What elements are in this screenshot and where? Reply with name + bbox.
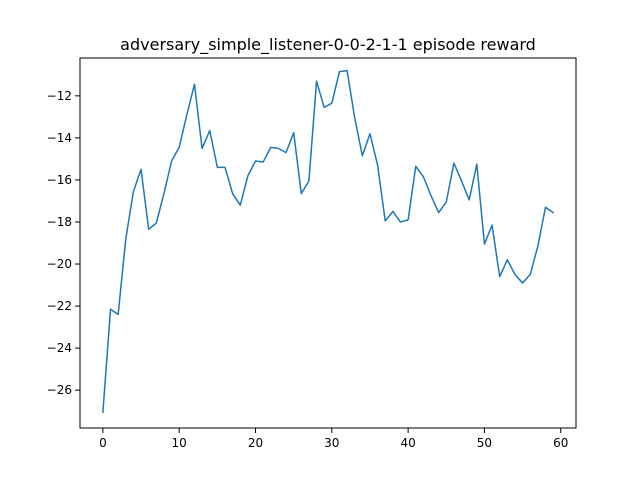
y-tick-label--16: −16 <box>47 173 72 187</box>
x-tick-label-50: 50 <box>477 436 492 450</box>
y-tick-label--12: −12 <box>47 89 72 103</box>
y-tick-label--22: −22 <box>47 299 72 313</box>
x-tick-label-60: 60 <box>553 436 568 450</box>
x-tick-label-40: 40 <box>400 436 415 450</box>
plot-area: 0 10 20 30 40 50 60 −26 −24 −22 −20 −18 −16 −14 −12 <box>47 57 577 450</box>
x-tick-label-30: 30 <box>324 436 339 450</box>
y-tick-label--18: −18 <box>47 215 72 229</box>
x-tick-label-10: 10 <box>172 436 187 450</box>
y-tick-label--14: −14 <box>47 131 72 145</box>
x-tick-label-20: 20 <box>248 436 263 450</box>
x-tick-label-0: 0 <box>99 436 107 450</box>
y-tick-label--20: −20 <box>47 257 72 271</box>
series-line <box>102 69 555 414</box>
y-tick-label--26: −26 <box>47 383 72 397</box>
y-tick-label--24: −24 <box>47 341 72 355</box>
chart-title: adversary_simple_listener-0-0-2-1-1 epis… <box>120 35 536 55</box>
axes-frame <box>79 57 577 429</box>
